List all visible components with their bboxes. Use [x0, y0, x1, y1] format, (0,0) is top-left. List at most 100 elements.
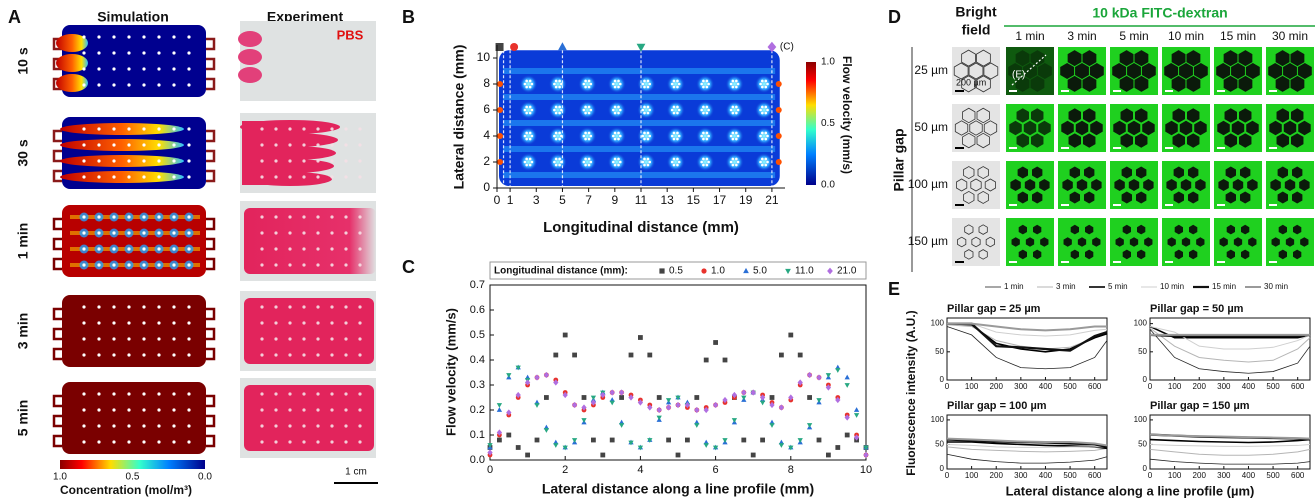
data-point	[703, 357, 709, 363]
data-point	[562, 445, 568, 451]
pillar	[1068, 133, 1082, 148]
subplot-title: Pillar gap = 50 µm	[1150, 303, 1244, 315]
data-point	[618, 389, 625, 396]
pillar	[187, 353, 191, 357]
pillar	[676, 105, 679, 109]
dye-title: 10 kDa FITC-dextran	[1092, 5, 1227, 21]
pillar	[330, 353, 334, 357]
pillar	[525, 137, 528, 141]
colorbar-tick-label: 0.0	[821, 180, 835, 191]
pillar	[302, 353, 306, 357]
pillar	[759, 82, 762, 86]
data-point	[863, 451, 869, 459]
pillar	[1009, 120, 1022, 136]
pillar-halo	[666, 101, 685, 119]
pillar	[618, 108, 622, 112]
data-point	[656, 415, 662, 421]
dye-front	[56, 74, 88, 92]
pillar	[157, 127, 161, 131]
data-point	[524, 379, 531, 386]
pillar	[1032, 224, 1042, 235]
x-tick-label: 1	[507, 193, 514, 207]
pillar	[976, 49, 991, 67]
data-point	[609, 389, 615, 396]
profile-line	[1149, 438, 1311, 444]
pillar	[1181, 237, 1191, 247]
pillar	[97, 51, 101, 55]
pillar	[187, 392, 191, 396]
pillar	[344, 175, 348, 179]
legend-label: 1 min	[1004, 282, 1024, 291]
pillar	[1174, 249, 1184, 260]
pillar	[670, 108, 674, 112]
y-tick-label: 50	[935, 440, 944, 449]
pillar	[316, 321, 320, 325]
pillar	[330, 127, 334, 131]
pillar	[584, 111, 587, 115]
pillar	[1290, 133, 1304, 148]
pillar	[1171, 50, 1186, 67]
data-point	[741, 389, 747, 396]
pillar	[705, 105, 709, 109]
pillar	[736, 108, 740, 112]
pillar	[1232, 179, 1244, 191]
pillar	[643, 157, 646, 161]
pillar	[1300, 237, 1309, 247]
pillar	[613, 157, 617, 161]
pillar	[1246, 120, 1259, 136]
pillar	[358, 175, 362, 179]
data-point	[694, 406, 700, 414]
pillar	[187, 67, 191, 71]
data-point	[647, 438, 653, 443]
pillar-halo	[755, 127, 774, 145]
data-point	[571, 438, 578, 443]
pillar	[969, 120, 983, 136]
data-point	[638, 335, 643, 340]
profile-arrow	[1011, 54, 1047, 86]
pillar	[587, 85, 591, 89]
y-tick-label: 0.3	[470, 379, 485, 391]
data-point	[816, 437, 822, 443]
pillar	[1167, 237, 1176, 247]
row-label: 3 min	[15, 313, 31, 350]
row-label: 30 s	[15, 139, 31, 166]
pillar	[528, 137, 532, 141]
data-point	[571, 401, 578, 409]
x-tick-label: 6	[713, 464, 719, 476]
row-label: 10 s	[15, 47, 31, 74]
pillar	[127, 408, 131, 412]
pillar	[648, 134, 652, 138]
pillar	[112, 159, 116, 163]
pillar	[260, 231, 264, 235]
pillar	[1083, 191, 1095, 204]
data-point	[685, 437, 690, 443]
data-point	[694, 395, 700, 400]
pillar	[157, 231, 161, 235]
pillar	[646, 111, 650, 115]
pillar	[672, 163, 676, 167]
dye	[238, 67, 262, 83]
pillar	[705, 163, 709, 167]
legend-label: 30 min	[1264, 282, 1288, 291]
pillar	[1299, 179, 1310, 191]
data-point	[788, 394, 794, 401]
experiment-photo	[240, 21, 376, 101]
pillar-halo	[637, 127, 656, 145]
pillar	[302, 392, 306, 396]
data-point	[497, 437, 502, 443]
pillar	[1188, 249, 1198, 260]
data-point	[760, 437, 765, 443]
pillar	[1291, 166, 1303, 179]
data-point	[675, 395, 681, 401]
pillar-halo	[519, 127, 538, 145]
x-tick-label: 15	[687, 193, 701, 207]
pillar	[1134, 108, 1148, 123]
pillar	[764, 137, 768, 141]
data-point	[713, 340, 718, 345]
pillar	[1173, 166, 1185, 179]
pillar	[672, 85, 676, 89]
pillar	[528, 79, 532, 83]
pillar	[589, 82, 593, 86]
data-point	[656, 395, 662, 400]
pillar	[554, 157, 558, 161]
